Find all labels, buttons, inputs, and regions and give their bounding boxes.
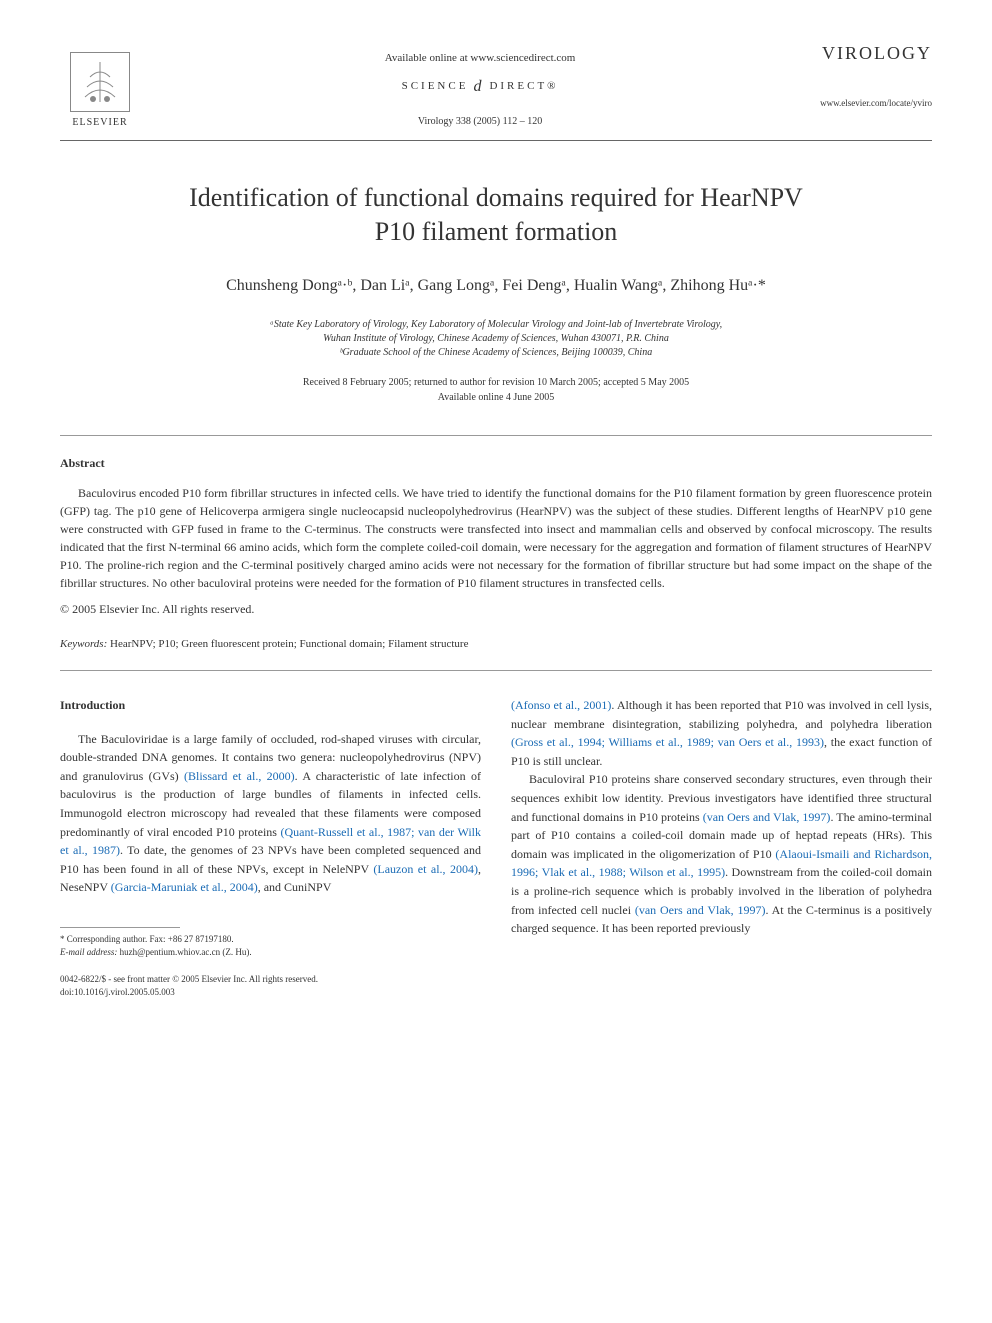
sd-text1: SCIENCE <box>402 78 469 95</box>
header-center: Available online at www.sciencedirect.co… <box>140 40 820 129</box>
ref-blissard[interactable]: (Blissard et al., 2000) <box>184 769 295 783</box>
ref-afonso[interactable]: (Afonso et al., 2001) <box>511 698 611 712</box>
authors: Chunsheng Dongᵃ·ᵇ, Dan Liᵃ, Gang Longᵃ, … <box>60 274 932 298</box>
abstract-top-rule <box>60 435 932 436</box>
article-title: Identification of functional domains req… <box>60 181 932 249</box>
email-address: huzh@pentium.whiov.ac.cn (Z. Hu). <box>117 947 251 957</box>
right-column: (Afonso et al., 2001). Although it has b… <box>511 696 932 998</box>
available-online-text: Available online at www.sciencedirect.co… <box>140 50 820 67</box>
intro-para-2: (Afonso et al., 2001). Although it has b… <box>511 696 932 770</box>
affiliation-a2: Wuhan Institute of Virology, Chinese Aca… <box>323 333 669 344</box>
sd-d-icon: d <box>473 75 484 99</box>
footer-block: * Corresponding author. Fax: +86 27 8719… <box>60 927 481 998</box>
intro-para-3: Baculoviral P10 proteins share conserved… <box>511 770 932 937</box>
abstract-heading: Abstract <box>60 454 932 472</box>
sd-text2: DIRECT® <box>489 78 558 95</box>
journal-url: www.elsevier.com/locate/yviro <box>820 97 932 111</box>
ref-gross[interactable]: (Gross et al., 1994; Williams et al., 19… <box>511 735 824 749</box>
elsevier-label: ELSEVIER <box>72 115 127 130</box>
copyright: © 2005 Elsevier Inc. All rights reserved… <box>60 600 932 618</box>
science-direct-logo: SCIENCE d DIRECT® <box>140 75 820 99</box>
title-line2: P10 filament formation <box>375 217 618 246</box>
issn-line: 0042-6822/$ - see front matter © 2005 El… <box>60 973 481 986</box>
elsevier-tree-icon <box>70 52 130 112</box>
journal-box: VIROLOGY www.elsevier.com/locate/yviro <box>820 40 932 111</box>
doi-line: doi:10.1016/j.virol.2005.05.003 <box>60 986 481 999</box>
ref-garcia[interactable]: (Garcia-Maruniak et al., 2004) <box>111 880 258 894</box>
dates: Received 8 February 2005; returned to au… <box>60 375 932 405</box>
title-line1: Identification of functional domains req… <box>189 183 803 212</box>
footer-rule <box>60 927 180 928</box>
ref-vanoers1[interactable]: (van Oers and Vlak, 1997) <box>703 810 831 824</box>
abstract-text: Baculovirus encoded P10 form fibrillar s… <box>60 484 932 592</box>
keywords-text: HearNPV; P10; Green fluorescent protein;… <box>107 638 468 650</box>
dates-line2: Available online 4 June 2005 <box>438 392 554 403</box>
affiliation-a1: ᵃState Key Laboratory of Virology, Key L… <box>270 319 722 330</box>
elsevier-logo: ELSEVIER <box>60 40 140 130</box>
affiliation-b: ᵇGraduate School of the Chinese Academy … <box>340 347 652 358</box>
keywords-label: Keywords: <box>60 638 107 650</box>
doi-block: 0042-6822/$ - see front matter © 2005 El… <box>60 973 481 998</box>
header-rule <box>60 140 932 141</box>
email-line: E-mail address: huzh@pentium.whiov.ac.cn… <box>60 946 481 959</box>
email-label: E-mail address: <box>60 947 117 957</box>
abstract-bottom-rule <box>60 670 932 671</box>
affiliations: ᵃState Key Laboratory of Virology, Key L… <box>60 318 932 360</box>
ref-vanoers2[interactable]: (van Oers and Vlak, 1997) <box>635 903 766 917</box>
intro-heading: Introduction <box>60 696 481 715</box>
journal-name: VIROLOGY <box>820 40 932 67</box>
citation-text: Virology 338 (2005) 112 – 120 <box>140 114 820 129</box>
p1-e: , and CuniNPV <box>258 880 332 894</box>
two-column-body: Introduction The Baculoviridae is a larg… <box>60 696 932 998</box>
ref-lauzon[interactable]: (Lauzon et al., 2004) <box>373 862 478 876</box>
left-column: Introduction The Baculoviridae is a larg… <box>60 696 481 998</box>
keywords: Keywords: HearNPV; P10; Green fluorescen… <box>60 636 932 653</box>
intro-para-1: The Baculoviridae is a large family of o… <box>60 730 481 897</box>
dates-line1: Received 8 February 2005; returned to au… <box>303 377 689 388</box>
header-top: ELSEVIER Available online at www.science… <box>60 40 932 130</box>
corresponding-author: * Corresponding author. Fax: +86 27 8719… <box>60 933 481 946</box>
